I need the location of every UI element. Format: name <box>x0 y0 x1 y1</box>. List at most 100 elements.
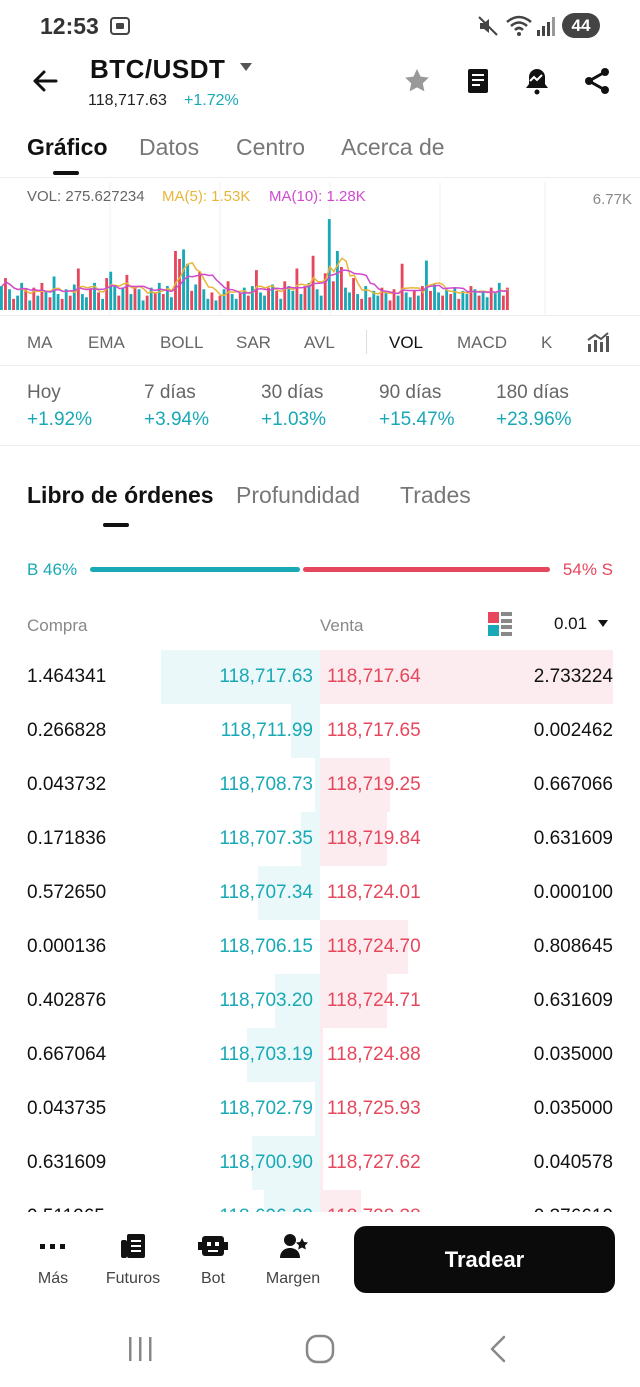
bid-price[interactable]: 118,707.35 <box>219 828 313 849</box>
trade-button[interactable]: Tradear <box>354 1226 615 1293</box>
sell-ratio-bar <box>303 567 550 572</box>
volume-bar <box>36 295 40 310</box>
home-icon[interactable] <box>304 1333 336 1365</box>
recent-apps-icon[interactable] <box>126 1334 156 1364</box>
orderbook-row[interactable]: 0.631609 118,700.90 118,727.62 0.040578 <box>0 1136 640 1190</box>
nav-mas[interactable]: Más <box>13 1232 93 1288</box>
orderbook-row[interactable]: 1.464341 118,717.63 118,717.64 2.733224 <box>0 650 640 704</box>
bid-depth-bar <box>291 704 320 758</box>
indicator-settings-icon[interactable] <box>586 330 610 354</box>
ask-amount: 0.631609 <box>533 990 613 1011</box>
perf-value: +15.47% <box>379 409 455 430</box>
volume-bar <box>376 295 380 310</box>
indicator-avl[interactable]: AVL <box>304 333 335 352</box>
perf-label: 30 días <box>261 382 324 403</box>
volume-bar <box>453 287 457 310</box>
bid-price[interactable]: 118,707.34 <box>219 882 313 903</box>
bottom-action-bar: Más Futuros Bot <box>0 1212 640 1314</box>
volume-bar <box>348 292 351 310</box>
ask-price[interactable]: 118,724.70 <box>327 936 421 957</box>
volume-bar <box>109 271 113 310</box>
nav-label: Más <box>37 1270 69 1287</box>
bid-price[interactable]: 118,703.19 <box>219 1044 313 1065</box>
orderbook-row[interactable]: 0.043735 118,702.79 118,725.93 0.035000 <box>0 1082 640 1136</box>
nav-margen[interactable]: Margen <box>253 1232 333 1288</box>
star-icon[interactable] <box>402 66 432 96</box>
tab-trades[interactable]: Trades <box>400 482 471 508</box>
orderbook-list[interactable]: 1.464341 118,717.63 118,717.64 2.733224 0.26… <box>0 650 640 1212</box>
indicator-macd[interactable]: MACD <box>457 333 508 352</box>
nav-futuros[interactable]: Futuros <box>93 1232 173 1288</box>
bid-price[interactable]: 118,703.20 <box>219 990 313 1011</box>
ask-depth-bar <box>320 1136 323 1190</box>
precision-selector[interactable]: 0.01 <box>554 614 588 633</box>
bid-price[interactable]: 118,717.63 <box>219 666 313 687</box>
ask-price[interactable]: 118,717.65 <box>327 720 421 741</box>
ask-amount: 0.631609 <box>533 828 613 849</box>
indicator-ma[interactable]: MA <box>27 333 53 352</box>
tab-libro-de-ordenes[interactable]: Libro de órdenes <box>27 482 214 508</box>
ask-price[interactable]: 118,719.25 <box>327 774 421 795</box>
tab-acerca-de[interactable]: Acerca de <box>341 134 445 160</box>
volume-bar <box>68 295 72 310</box>
volume-bar <box>372 290 376 310</box>
perf-label: 7 días <box>144 382 196 403</box>
bot-icon <box>198 1236 228 1256</box>
bid-depth-bar <box>301 812 320 866</box>
orderbook-row[interactable]: 0.667064 118,703.19 118,724.88 0.035000 <box>0 1028 640 1082</box>
volume-bar <box>368 297 372 310</box>
bid-price[interactable]: 118,706.15 <box>219 936 313 957</box>
ask-price[interactable]: 118,724.01 <box>327 882 421 903</box>
price-alert-icon[interactable] <box>522 66 552 96</box>
orderbook-row[interactable]: 0.266828 118,711.99 118,717.65 0.002462 <box>0 704 640 758</box>
indicator-ema[interactable]: EMA <box>88 333 125 352</box>
ask-price[interactable]: 118,724.88 <box>327 1044 421 1065</box>
volume-bar <box>356 294 360 310</box>
volume-bar <box>206 298 210 310</box>
y-axis-max-label: 6.77K <box>592 191 632 208</box>
notebook-icon[interactable] <box>463 66 493 96</box>
ask-price[interactable]: 118,717.64 <box>327 666 421 687</box>
ask-price[interactable]: 118,727.62 <box>327 1152 421 1173</box>
volume-bar <box>28 300 32 310</box>
indicator-boll[interactable]: BOLL <box>160 333 204 352</box>
orderbook-row[interactable]: 0.511265 118,696.22 118,728.38 0.376610 <box>0 1190 640 1212</box>
active-tab-indicator <box>103 523 129 527</box>
volume-bar <box>8 289 11 310</box>
ask-price[interactable]: 118,725.93 <box>327 1098 421 1119</box>
nav-bot[interactable]: Bot <box>173 1232 253 1288</box>
pair-selector[interactable]: BTC/USDT <box>90 54 226 84</box>
back-arrow-icon[interactable] <box>30 66 60 96</box>
bid-price[interactable]: 118,711.99 <box>220 720 313 741</box>
bid-price[interactable]: 118,700.90 <box>219 1152 313 1173</box>
tab-centro[interactable]: Centro <box>236 134 306 160</box>
tab-profundidad[interactable]: Profundidad <box>236 482 361 508</box>
volume-chart[interactable]: VOL: 275.627234 MA(5): 1.53K MA(10): 1.2… <box>0 182 640 316</box>
ask-price[interactable]: 118,719.84 <box>327 828 421 849</box>
bid-price[interactable]: 118,702.79 <box>219 1098 313 1119</box>
back-nav-icon[interactable] <box>484 1334 514 1364</box>
nav-label: Futuros <box>105 1270 161 1287</box>
orderbook-row[interactable]: 0.043732 118,708.73 118,719.25 0.667066 <box>0 758 640 812</box>
tab-grafico[interactable]: Gráfico <box>27 134 108 160</box>
orderbook-row[interactable]: 0.402876 118,703.20 118,724.71 0.631609 <box>0 974 640 1028</box>
orderbook-row[interactable]: 0.171836 118,707.35 118,719.84 0.631609 <box>0 812 640 866</box>
ask-price[interactable]: 118,724.71 <box>327 990 421 1011</box>
mute-icon <box>478 16 498 36</box>
indicator-vol[interactable]: VOL <box>389 333 424 352</box>
orderbook-row[interactable]: 0.000136 118,706.15 118,724.70 0.808645 <box>0 920 640 974</box>
orderbook-row[interactable]: 0.572650 118,707.34 118,724.01 0.000100 <box>0 866 640 920</box>
tab-datos[interactable]: Datos <box>139 134 200 160</box>
bid-price[interactable]: 118,708.73 <box>219 774 313 795</box>
futures-icon <box>121 1234 145 1258</box>
indicator-sar[interactable]: SAR <box>236 333 271 352</box>
indicator-k[interactable]: K <box>541 333 553 352</box>
layout-toggle-icon[interactable] <box>488 612 512 636</box>
share-icon[interactable] <box>582 66 612 96</box>
caret-down-icon[interactable] <box>598 620 608 627</box>
volume-bar <box>113 286 117 310</box>
caret-down-icon[interactable] <box>240 63 252 71</box>
bid-price[interactable]: 118,696.22 <box>219 1206 313 1212</box>
volume-bar <box>485 297 489 310</box>
ask-price[interactable]: 118,728.38 <box>327 1206 421 1212</box>
